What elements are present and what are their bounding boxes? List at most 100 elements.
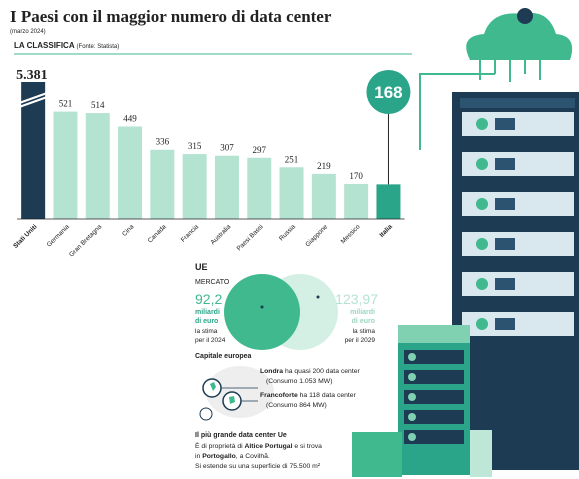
axis-break bbox=[18, 92, 48, 108]
x-tick-label: Canada bbox=[147, 223, 168, 244]
chart-title: I Paesi con il maggior numero di data ce… bbox=[10, 7, 332, 26]
led bbox=[476, 118, 488, 130]
vent bbox=[495, 158, 515, 170]
unit: miliardi bbox=[350, 309, 375, 316]
led bbox=[408, 393, 416, 401]
value-label: 251 bbox=[285, 154, 299, 164]
unit: di euro bbox=[195, 318, 218, 325]
bar bbox=[214, 155, 239, 219]
led bbox=[476, 318, 488, 330]
bar bbox=[247, 157, 272, 219]
detail: ha 118 data center bbox=[300, 392, 357, 399]
vent bbox=[495, 118, 515, 130]
led bbox=[408, 353, 416, 361]
part: È di proprietà di bbox=[195, 441, 245, 450]
unit: di euro bbox=[352, 318, 375, 325]
value-label: 315 bbox=[188, 141, 202, 151]
value-label: 449 bbox=[123, 113, 137, 123]
server-illustration bbox=[352, 8, 579, 477]
plot bbox=[21, 82, 401, 219]
capital-title: Capitale europea bbox=[195, 353, 252, 360]
x-tick-label: Messico bbox=[340, 223, 362, 245]
part: , a Covilhã. bbox=[236, 453, 270, 460]
capital-item: Londra ha quasi 200 data center bbox=[260, 368, 360, 375]
capital-list: Londra ha quasi 200 data center (Consumo … bbox=[260, 368, 360, 409]
line: in Portogallo, a Covilhã. bbox=[195, 453, 270, 460]
note: la stima bbox=[353, 328, 376, 335]
vent bbox=[495, 318, 515, 330]
largest-text: È di proprietà di Altice Portugal e si t… bbox=[195, 441, 322, 470]
section-label: LA CLASSIFICA (Fonte: Statista) bbox=[14, 41, 119, 50]
x-tick-label: Italia bbox=[378, 223, 394, 239]
vent bbox=[495, 198, 515, 210]
value-label: 219 bbox=[317, 161, 331, 171]
map-icons bbox=[199, 366, 274, 421]
part: Portogallo bbox=[202, 453, 236, 460]
led bbox=[408, 413, 416, 421]
bar bbox=[182, 154, 207, 219]
vent bbox=[495, 278, 515, 290]
rack bbox=[404, 430, 464, 444]
rack bbox=[404, 390, 464, 404]
value-label: 521 bbox=[59, 99, 73, 109]
dot bbox=[316, 295, 320, 299]
bar-chart: Stati Uniti 5.381 Germania 521 Gran Bretagna… bbox=[12, 68, 411, 259]
bar bbox=[279, 167, 304, 219]
value-label: 5.381 bbox=[16, 68, 48, 83]
consumption: (Consumo 864 MW) bbox=[266, 402, 327, 409]
x-tick-label: Gran Bretagna bbox=[68, 223, 103, 258]
consumption: (Consumo 1.053 MW) bbox=[266, 378, 332, 385]
region: UE bbox=[195, 262, 208, 272]
bar bbox=[376, 184, 401, 219]
circle-2024 bbox=[224, 274, 300, 350]
line: Si estende su una superficie di 75.500 m… bbox=[195, 463, 321, 470]
bar bbox=[85, 113, 110, 219]
city: Francoforte bbox=[260, 392, 298, 399]
value-label: 170 bbox=[349, 171, 363, 181]
market-left: 92,2 miliardi di euro la stima per il 20… bbox=[195, 291, 226, 344]
label-circle bbox=[366, 70, 411, 114]
line: È di proprietà di Altice Portugal e si t… bbox=[195, 441, 322, 450]
x-tick-label: Germania bbox=[46, 223, 71, 248]
x-tick-label: Giappone bbox=[304, 223, 329, 248]
market-title: MERCATO bbox=[195, 279, 230, 286]
largest-title: Il più grande data center Ue bbox=[195, 432, 287, 439]
x-tick-label: Russia bbox=[278, 223, 297, 242]
rack bbox=[404, 410, 464, 424]
note: la stima bbox=[195, 328, 218, 335]
led bbox=[408, 433, 416, 441]
bar bbox=[53, 111, 78, 219]
note: per il 2024 bbox=[195, 337, 226, 344]
led bbox=[476, 198, 488, 210]
value-label: 336 bbox=[156, 137, 170, 147]
part: Altice Portugal bbox=[245, 443, 293, 450]
value-label: 168 bbox=[374, 83, 402, 102]
value: 123,97 bbox=[335, 291, 378, 307]
unit: miliardi bbox=[195, 309, 220, 316]
x-tick-label: Australia bbox=[210, 223, 233, 246]
led bbox=[476, 238, 488, 250]
dot bbox=[260, 305, 264, 309]
bar bbox=[150, 149, 175, 219]
detail: ha quasi 200 data center bbox=[285, 368, 361, 375]
rack bbox=[404, 370, 464, 384]
part: Si estende su una superficie di 75.500 m… bbox=[195, 463, 321, 470]
x-tick-label: Paesi Bassi bbox=[236, 223, 265, 252]
led bbox=[408, 373, 416, 381]
led bbox=[476, 278, 488, 290]
value-label: 307 bbox=[220, 143, 234, 153]
bar bbox=[344, 183, 369, 219]
bar bbox=[311, 173, 336, 219]
value-label: 514 bbox=[91, 100, 105, 110]
led bbox=[476, 158, 488, 170]
x-tick-label: Stati Uniti bbox=[12, 223, 39, 250]
x-tick-label: Francia bbox=[180, 223, 201, 244]
x-tick-label: Cina bbox=[121, 223, 136, 238]
market-right: 123,97 miliardi di euro la stima per il … bbox=[335, 291, 378, 344]
vent bbox=[495, 238, 515, 250]
value-label: 297 bbox=[253, 145, 267, 155]
value: 92,2 bbox=[195, 291, 222, 307]
part: e si trova bbox=[292, 443, 322, 450]
city: Londra bbox=[260, 368, 283, 375]
part: in bbox=[195, 453, 202, 460]
